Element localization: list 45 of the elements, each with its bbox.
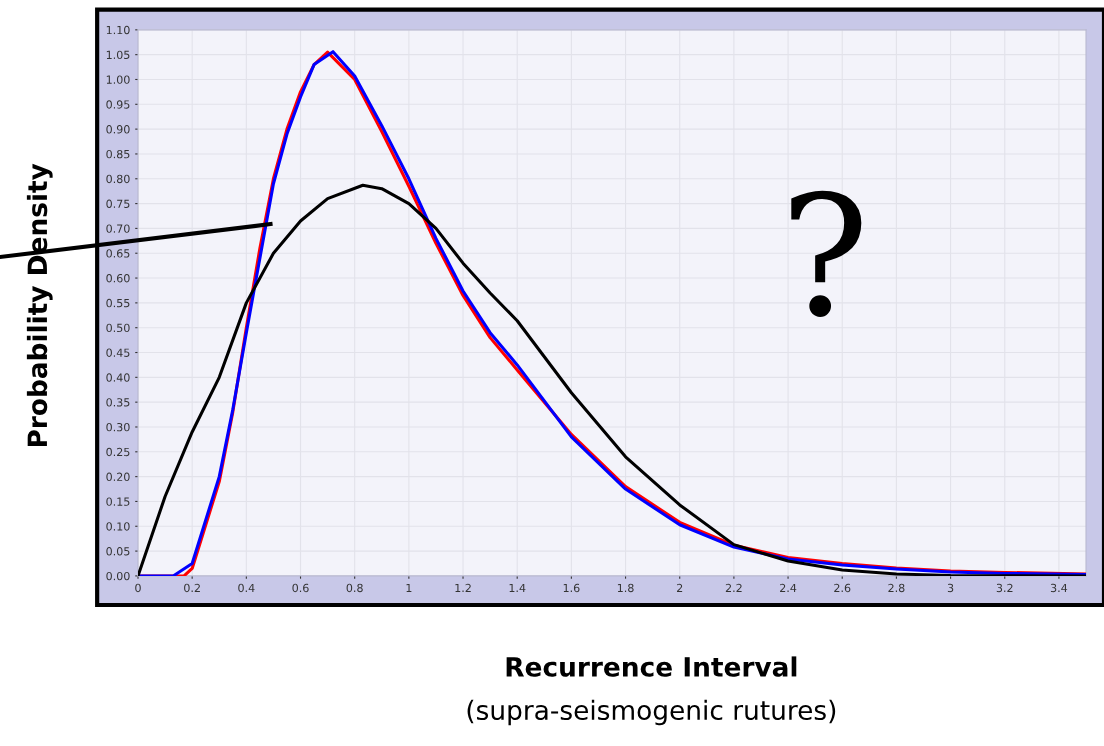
x-tick-label: 0.8 xyxy=(346,583,363,593)
x-tick-label: 1.6 xyxy=(563,583,580,593)
y-tick-label: 0.65 xyxy=(106,249,130,258)
x-tick-label: 1.2 xyxy=(455,583,471,592)
x-tick-label: 1 xyxy=(406,583,412,592)
y-tick-label: 0.80 xyxy=(106,174,130,184)
y-tick-label: 0.25 xyxy=(106,447,130,457)
y-tick-label: 0.10 xyxy=(106,522,130,531)
x-tick-label: 2.6 xyxy=(834,583,851,593)
y-tick-label: 1.00 xyxy=(106,75,130,84)
y-tick-label: 0.70 xyxy=(106,224,130,233)
x-tick-label: 0 xyxy=(135,583,141,593)
x-tick-label: 3.2 xyxy=(996,583,1013,593)
y-tick-label: 0.30 xyxy=(106,422,130,432)
y-tick-label: 0.75 xyxy=(106,199,130,208)
y-tick-label: 0.60 xyxy=(106,274,130,283)
y-tick-label: 0.85 xyxy=(106,149,130,159)
x-tick-label: 2.8 xyxy=(888,583,905,593)
y-axis-title: Probability Density xyxy=(26,163,53,447)
y-tick-label: 0.40 xyxy=(106,373,130,382)
y-tick-label: 0.05 xyxy=(106,547,130,556)
y-tick-label: 0.95 xyxy=(106,100,130,109)
text: (supra-seismogenic rutures) xyxy=(467,699,836,726)
x-tick-label: 2 xyxy=(677,583,683,592)
x-tick-label: 2.4 xyxy=(780,583,797,592)
x-tick-label: 0.4 xyxy=(238,583,255,593)
y-tick-label: 1.05 xyxy=(106,50,130,60)
y-tick-label: 0.20 xyxy=(106,472,130,482)
y-tick-label: 0.45 xyxy=(106,348,130,357)
annotation: ? xyxy=(791,190,862,317)
y-tick-label: 0.00 xyxy=(106,571,130,581)
x-tick-label: 1.4 xyxy=(509,583,526,592)
y-tick-label: 0.35 xyxy=(106,398,130,407)
x-tick-label: 3 xyxy=(947,583,954,593)
y-tick-label: 0.50 xyxy=(106,323,130,333)
x-axis-title: Recurrence Interval xyxy=(506,656,797,677)
x-tick-label: 0.6 xyxy=(292,583,309,593)
y-tick-label: 1.10 xyxy=(106,25,130,35)
y-tick-label: 0.15 xyxy=(106,497,130,506)
x-tick-label: 2.2 xyxy=(725,583,742,592)
y-tick-label: 0.55 xyxy=(106,298,130,308)
x-tick-label: 0.2 xyxy=(184,583,200,593)
y-tick-label: 0.90 xyxy=(106,125,130,134)
x-tick-label: 1.8 xyxy=(617,583,634,593)
x-tick-label: 3.4 xyxy=(1050,583,1068,593)
